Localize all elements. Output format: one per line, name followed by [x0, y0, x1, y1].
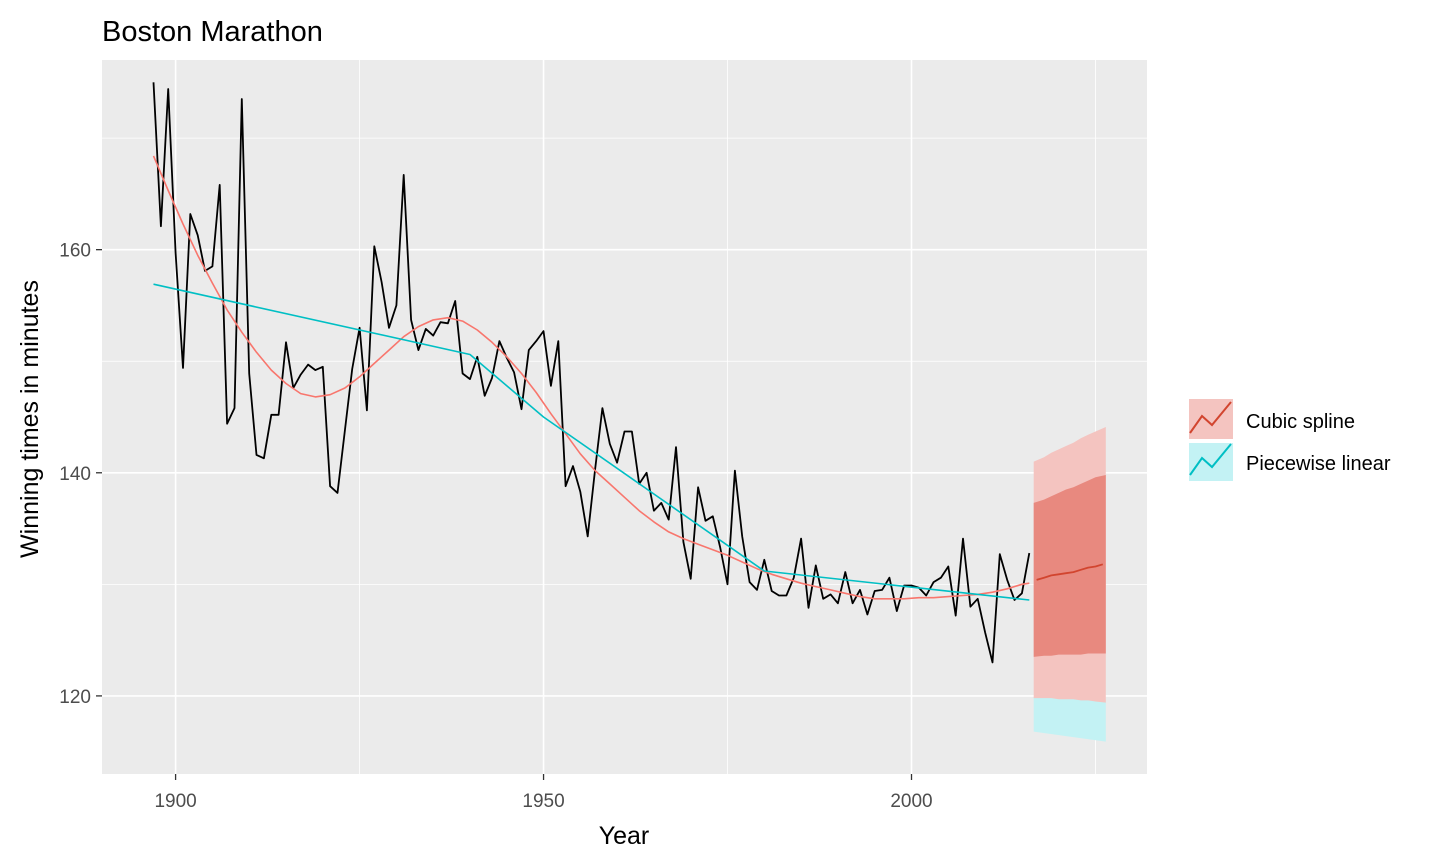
y-axis-title: Winning times in minutes: [16, 280, 44, 558]
cubic-spline-forecast-line: [1036, 563, 1104, 581]
legend-line-cubic-spline: [1189, 401, 1232, 434]
cubic-spline-band-80: [1033, 475, 1106, 657]
piecewise-linear-fitted-line: [153, 283, 1030, 601]
legend-line-piecewise-linear: [1189, 443, 1232, 476]
y-tick-label: 120: [59, 687, 91, 708]
x-tick-label: 1950: [522, 791, 564, 812]
piecewise-linear-band-95: [1033, 697, 1106, 742]
series-lines: [152, 82, 1104, 664]
legend-item-cubic-spline: Cubic spline: [1189, 399, 1355, 439]
y-axis: 120 140 160: [59, 241, 102, 708]
x-tick-label: 2000: [890, 791, 932, 812]
legend-key-cubic-spline: [1189, 399, 1233, 439]
x-tick-label: 1900: [154, 791, 196, 812]
y-tick-label: 140: [59, 464, 91, 485]
prediction-intervals: [1033, 427, 1106, 742]
legend: Cubic spline Piecewise linear: [1189, 399, 1391, 481]
x-axis: 1900 1950 2000: [154, 774, 933, 812]
y-tick-label: 160: [59, 241, 91, 262]
plot-panel: [102, 60, 1147, 774]
legend-label-piecewise-linear: Piecewise linear: [1246, 453, 1391, 475]
observed-series-line: [152, 82, 1031, 664]
chart-title: Boston Marathon: [102, 16, 323, 48]
minor-gridlines: [102, 60, 1147, 774]
x-axis-title: Year: [599, 822, 650, 850]
cubic-spline-fitted-line: [152, 155, 1030, 600]
major-gridlines: [102, 60, 1147, 774]
legend-item-piecewise-linear: Piecewise linear: [1189, 443, 1391, 481]
legend-label-cubic-spline: Cubic spline: [1246, 411, 1355, 433]
